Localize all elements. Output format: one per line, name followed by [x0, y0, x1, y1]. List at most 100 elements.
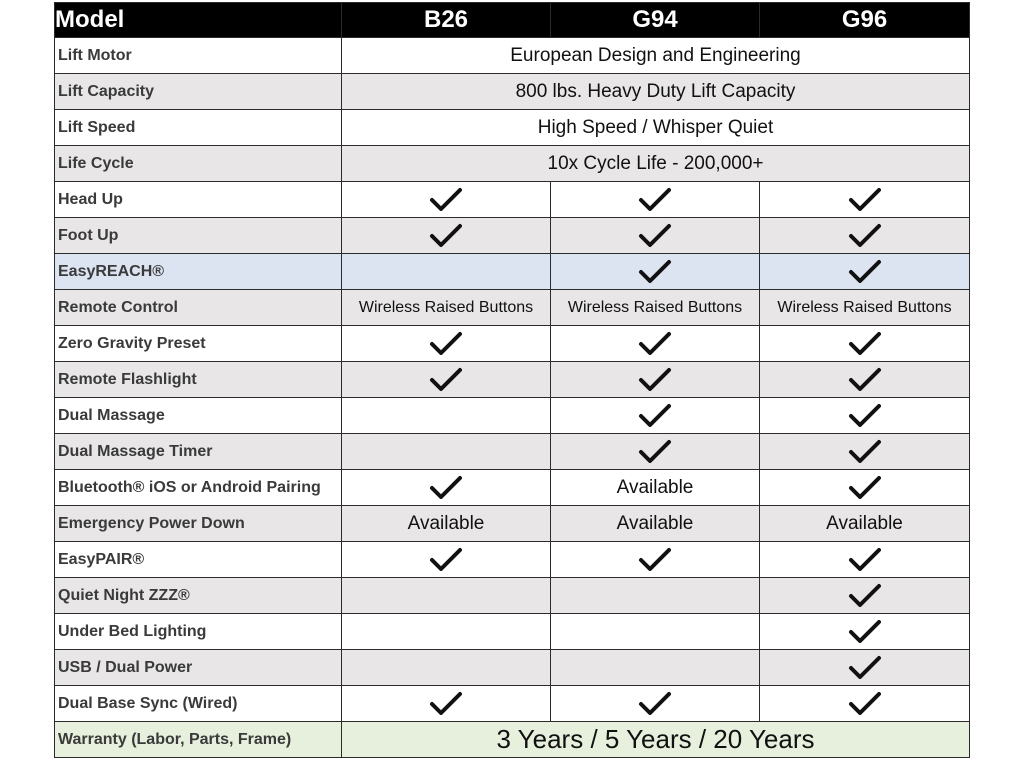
checkmark-icon — [639, 691, 671, 715]
model-header-g96: G96 — [759, 2, 970, 38]
header-row: Model B26 G94 G96 — [54, 2, 970, 38]
empty-cell — [550, 649, 760, 686]
checkmark-icon — [848, 691, 881, 715]
table-row: Dual Massage — [54, 397, 970, 434]
checkmark-icon — [430, 331, 462, 355]
check-cell — [759, 469, 970, 506]
feature-label: Dual Massage Timer — [54, 433, 342, 470]
value-cell: Available — [550, 505, 760, 542]
feature-label: Dual Base Sync (Wired) — [54, 685, 342, 722]
empty-cell — [550, 613, 760, 650]
empty-cell — [550, 577, 760, 614]
check-cell — [759, 685, 970, 722]
check-cell — [759, 325, 970, 362]
checkmark-icon — [639, 187, 671, 211]
check-cell — [759, 253, 970, 290]
checkmark-icon — [848, 439, 881, 463]
model-header-b26: B26 — [341, 2, 551, 38]
check-cell — [341, 541, 551, 578]
value-cell: Available — [550, 469, 760, 506]
checkmark-icon — [848, 655, 881, 679]
checkmark-icon — [430, 223, 462, 247]
spanning-value: High Speed / Whisper Quiet — [341, 109, 970, 146]
checkmark-icon — [430, 187, 462, 211]
table-row: Remote Control Wireless Raised Buttons Wir… — [54, 289, 970, 326]
check-cell — [550, 397, 760, 434]
spanning-value: 800 lbs. Heavy Duty Lift Capacity — [341, 73, 970, 110]
checkmark-icon — [848, 583, 881, 607]
model-header-g94: G94 — [550, 2, 760, 38]
check-cell — [759, 181, 970, 218]
feature-label: Lift Capacity — [54, 73, 342, 110]
feature-label: USB / Dual Power — [54, 649, 342, 686]
checkmark-icon — [639, 223, 671, 247]
checkmark-icon — [848, 259, 881, 283]
feature-label: Remote Flashlight — [54, 361, 342, 398]
table-row: Dual Base Sync (Wired) — [54, 685, 970, 722]
checkmark-icon — [848, 331, 881, 355]
feature-label: EasyREACH® — [54, 253, 342, 290]
check-cell — [341, 181, 551, 218]
model-header-label: Model — [54, 2, 342, 38]
value-cell: Wireless Raised Buttons — [341, 289, 551, 326]
feature-label: Zero Gravity Preset — [54, 325, 342, 362]
empty-cell — [341, 433, 551, 470]
value-cell: Available — [341, 505, 551, 542]
table-row: Remote Flashlight — [54, 361, 970, 398]
checkmark-icon — [848, 475, 881, 499]
table-row: EasyPAIR® — [54, 541, 970, 578]
table-row: Emergency Power Down Available Available Av… — [54, 505, 970, 542]
check-cell — [759, 613, 970, 650]
table-body: Lift Motor European Design and Engineerin… — [54, 37, 970, 758]
table-row: Zero Gravity Preset — [54, 325, 970, 362]
check-cell — [341, 469, 551, 506]
table-row: Lift Motor European Design and Engineerin… — [54, 37, 970, 74]
checkmark-icon — [848, 403, 881, 427]
checkmark-icon — [430, 475, 462, 499]
check-cell — [341, 217, 551, 254]
check-cell — [550, 541, 760, 578]
comparison-table: Model B26 G94 G96 Lift Motor European Des… — [54, 2, 970, 758]
checkmark-icon — [848, 619, 881, 643]
check-cell — [759, 649, 970, 686]
checkmark-icon — [848, 547, 881, 571]
table-row: Dual Massage Timer — [54, 433, 970, 470]
check-cell — [341, 685, 551, 722]
checkmark-icon — [848, 223, 881, 247]
table-row: Bluetooth® iOS or Android Pairing Availab… — [54, 469, 970, 506]
feature-label: Foot Up — [54, 217, 342, 254]
table-row: Life Cycle 10x Cycle Life - 200,000+ — [54, 145, 970, 182]
check-cell — [550, 253, 760, 290]
checkmark-icon — [639, 439, 671, 463]
checkmark-icon — [639, 331, 671, 355]
check-cell — [550, 433, 760, 470]
check-cell — [341, 325, 551, 362]
feature-label: Lift Motor — [54, 37, 342, 74]
spanning-value: 3 Years / 5 Years / 20 Years — [341, 721, 970, 758]
feature-label: Head Up — [54, 181, 342, 218]
table-row: Under Bed Lighting — [54, 613, 970, 650]
check-cell — [759, 361, 970, 398]
empty-cell — [341, 649, 551, 686]
check-cell — [759, 217, 970, 254]
table-row: USB / Dual Power — [54, 649, 970, 686]
feature-label: Quiet Night ZZZ® — [54, 577, 342, 614]
checkmark-icon — [848, 187, 881, 211]
checkmark-icon — [430, 691, 462, 715]
check-cell — [341, 361, 551, 398]
feature-label: Lift Speed — [54, 109, 342, 146]
check-cell — [759, 433, 970, 470]
feature-label: Bluetooth® iOS or Android Pairing — [54, 469, 342, 506]
empty-cell — [341, 577, 551, 614]
check-cell — [759, 397, 970, 434]
empty-cell — [341, 253, 551, 290]
table-row: Warranty (Labor, Parts, Frame) 3 Years / … — [54, 721, 970, 758]
feature-label: Emergency Power Down — [54, 505, 342, 542]
table-row: Head Up — [54, 181, 970, 218]
spanning-value: 10x Cycle Life - 200,000+ — [341, 145, 970, 182]
checkmark-icon — [848, 367, 881, 391]
checkmark-icon — [639, 403, 671, 427]
checkmark-icon — [430, 547, 462, 571]
value-cell: Wireless Raised Buttons — [550, 289, 760, 326]
feature-label: Remote Control — [54, 289, 342, 326]
